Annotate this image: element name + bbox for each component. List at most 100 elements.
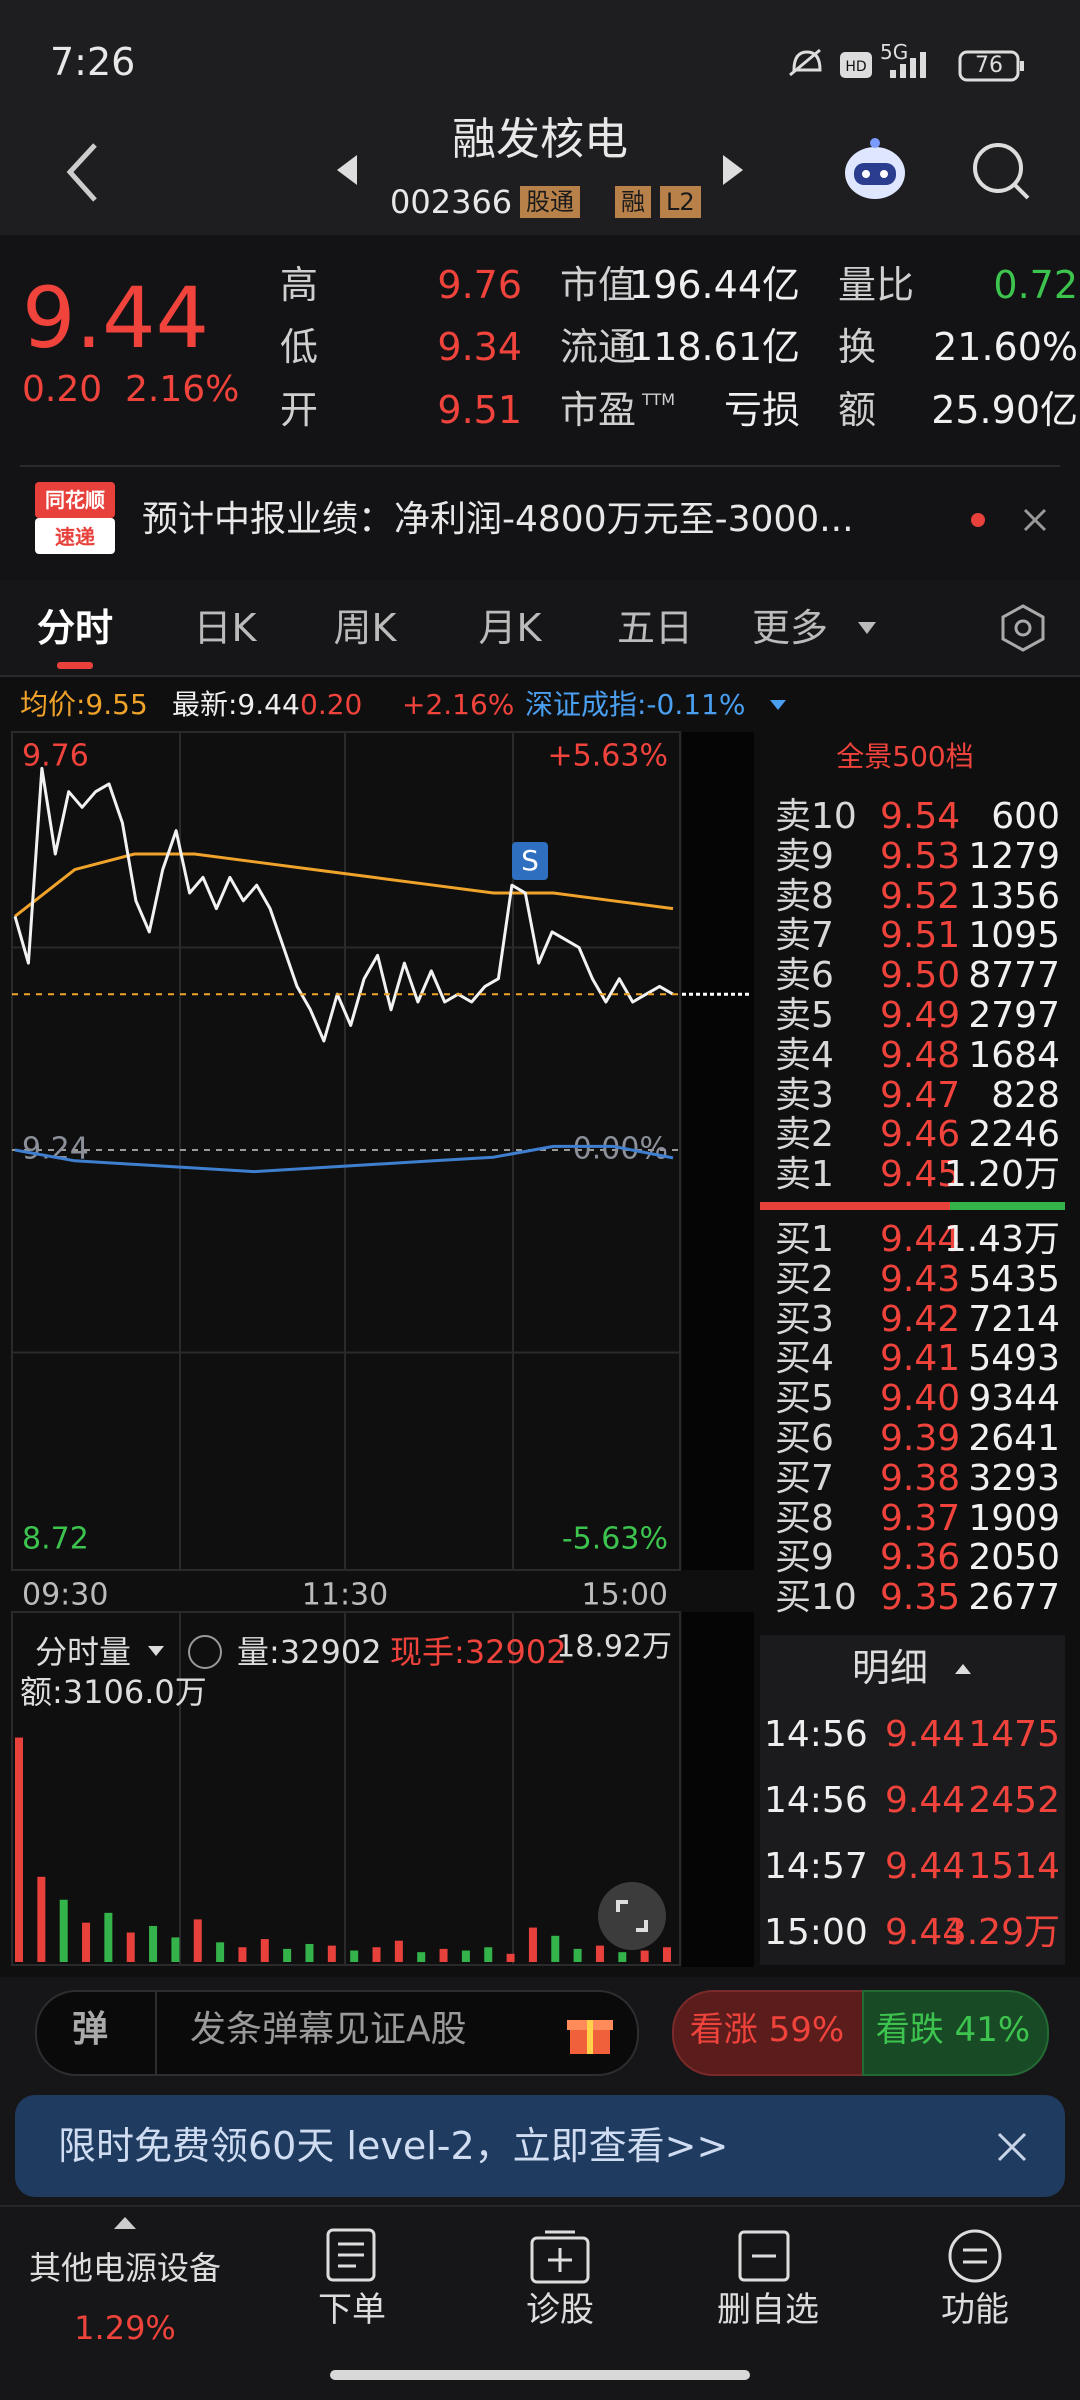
assistant-button[interactable] (840, 135, 910, 205)
chart-tab[interactable]: 五日 (616, 606, 694, 650)
chart-tab[interactable]: 月K (478, 606, 542, 650)
stat-value: 9.34 (437, 325, 522, 369)
price-change-pct: 2.16% (125, 369, 240, 410)
tab-indicator (57, 662, 93, 669)
bullish-label[interactable]: 看涨 59% (689, 2010, 845, 2050)
book-level: 卖6 (775, 955, 834, 997)
trade-price: 9.44 (885, 1780, 966, 1821)
volume-title[interactable]: 分时量 (35, 1633, 132, 1671)
book-price: 9.35 (880, 1577, 961, 1619)
prev-stock[interactable] (332, 150, 362, 190)
volume-bar (171, 1937, 180, 1962)
trade-marker (512, 842, 548, 880)
news-source: 速递 (55, 525, 95, 549)
back-button[interactable] (60, 140, 110, 205)
banner-text[interactable]: 限时免费领60天 level-2，立即查看>> (58, 2124, 729, 2168)
bearish-label[interactable]: 看跌 41% (875, 2010, 1031, 2050)
chart-settings[interactable] (998, 603, 1048, 653)
nav-item[interactable]: 下单 (318, 2290, 386, 2330)
avg-price: 均价:9.55 (20, 688, 148, 721)
book-level: 买6 (775, 1418, 834, 1459)
y2-tick-label: +5.63% (548, 739, 668, 774)
book-volume: 2677 (968, 1577, 1060, 1619)
book-volume: 9344 (968, 1378, 1060, 1420)
volume-bar (82, 1922, 91, 1962)
details-background (760, 1635, 1065, 1965)
book-volume: 2797 (968, 995, 1060, 1036)
next-stock[interactable] (718, 150, 748, 190)
stat-label-sup: TTM (642, 390, 676, 409)
last-price: 9.44 (22, 269, 210, 367)
chart-tab[interactable]: 分时 (36, 606, 114, 650)
network: 5G (880, 40, 909, 64)
book-level: 卖10 (775, 796, 857, 837)
news-close[interactable] (1020, 505, 1050, 535)
banner-close[interactable] (995, 2130, 1029, 2164)
nav-item[interactable]: 诊股 (526, 2290, 594, 2330)
book-volume: 828 (991, 1074, 1060, 1116)
battery: 76 (975, 53, 1003, 78)
volume-bar (15, 1737, 23, 1962)
stat-value: 亏损 (723, 388, 800, 432)
book-price: 9.42 (880, 1298, 961, 1340)
trade-time: 14:57 (764, 1846, 868, 1887)
book-volume: 1909 (968, 1497, 1060, 1539)
volume-bar (618, 1952, 627, 1962)
book-price: 9.45 (880, 1154, 961, 1196)
trade-price: 9.44 (885, 1912, 966, 1953)
quote-background (0, 235, 1080, 580)
search-button[interactable] (970, 140, 1035, 205)
index-change[interactable]: 深证成指:-0.11% (525, 688, 746, 721)
fullscreen-button[interactable] (596, 1880, 668, 1952)
price-change: 0.20 (22, 369, 103, 410)
nav-item[interactable]: 删自选 (717, 2290, 819, 2330)
danmu-button[interactable]: 弹 (71, 2009, 109, 2050)
book-volume: 1279 (968, 835, 1060, 877)
danmu-input[interactable]: 发条弹幕见证A股 (190, 2009, 467, 2050)
volume-bar (484, 1947, 493, 1962)
trade-volume: 3.29万 (943, 1912, 1060, 1953)
nav-item[interactable]: 功能 (941, 2290, 1009, 2330)
chart-tab[interactable]: 日K (193, 606, 257, 650)
book-price: 9.40 (880, 1378, 961, 1420)
avg-price-line (14, 852, 674, 918)
stat-value: 118.61亿 (629, 325, 800, 369)
home-indicator (330, 2370, 750, 2380)
sector-arrow (114, 2217, 136, 2229)
stock-name: 融发核电 (452, 114, 628, 165)
danmu-pill[interactable] (35, 1990, 639, 2076)
gift-icon[interactable] (565, 2008, 615, 2058)
time-label: 15:00 (582, 1578, 668, 1613)
book-price: 9.41 (880, 1338, 961, 1380)
sector-change: 1.29% (74, 2309, 176, 2347)
volume-bar (350, 1950, 359, 1962)
stock-tag: 股通 (520, 186, 580, 218)
order-book-title[interactable]: 全景500档 (836, 740, 974, 773)
vol-side-strip (682, 1612, 754, 1967)
volume-bar (260, 1939, 269, 1962)
sector-name[interactable]: 其他电源设备 (28, 2249, 222, 2287)
chart-tab[interactable]: 周K (333, 606, 397, 650)
book-level: 买8 (775, 1497, 834, 1539)
book-price: 9.49 (880, 995, 961, 1036)
volume-bar (640, 1950, 649, 1962)
details-title[interactable]: 明细 (851, 1646, 929, 1690)
news-text[interactable]: 预计中报业绩：净利润-4800万元至-3000... (142, 499, 854, 540)
trade-price: 9.44 (885, 1714, 966, 1755)
chart-tab[interactable]: 更多 (751, 606, 829, 650)
promo-banner[interactable] (15, 2095, 1065, 2197)
nav-icons (326, 2228, 1002, 2284)
book-level: 卖9 (775, 835, 834, 877)
book-volume: 1.43万 (943, 1219, 1060, 1260)
book-volume: 7214 (968, 1298, 1060, 1340)
side-strip (682, 732, 754, 1570)
bearish-button[interactable] (862, 1990, 1049, 2076)
index-dropdown (770, 700, 786, 710)
book-level: 买7 (775, 1457, 834, 1499)
book-volume: 1.20万 (943, 1154, 1060, 1196)
trade-volume: 1475 (968, 1714, 1060, 1755)
book-volume: 1095 (968, 915, 1060, 957)
book-volume: 8777 (968, 955, 1060, 997)
volume-bar (595, 1945, 604, 1962)
stat-label: 流通 (560, 325, 637, 369)
